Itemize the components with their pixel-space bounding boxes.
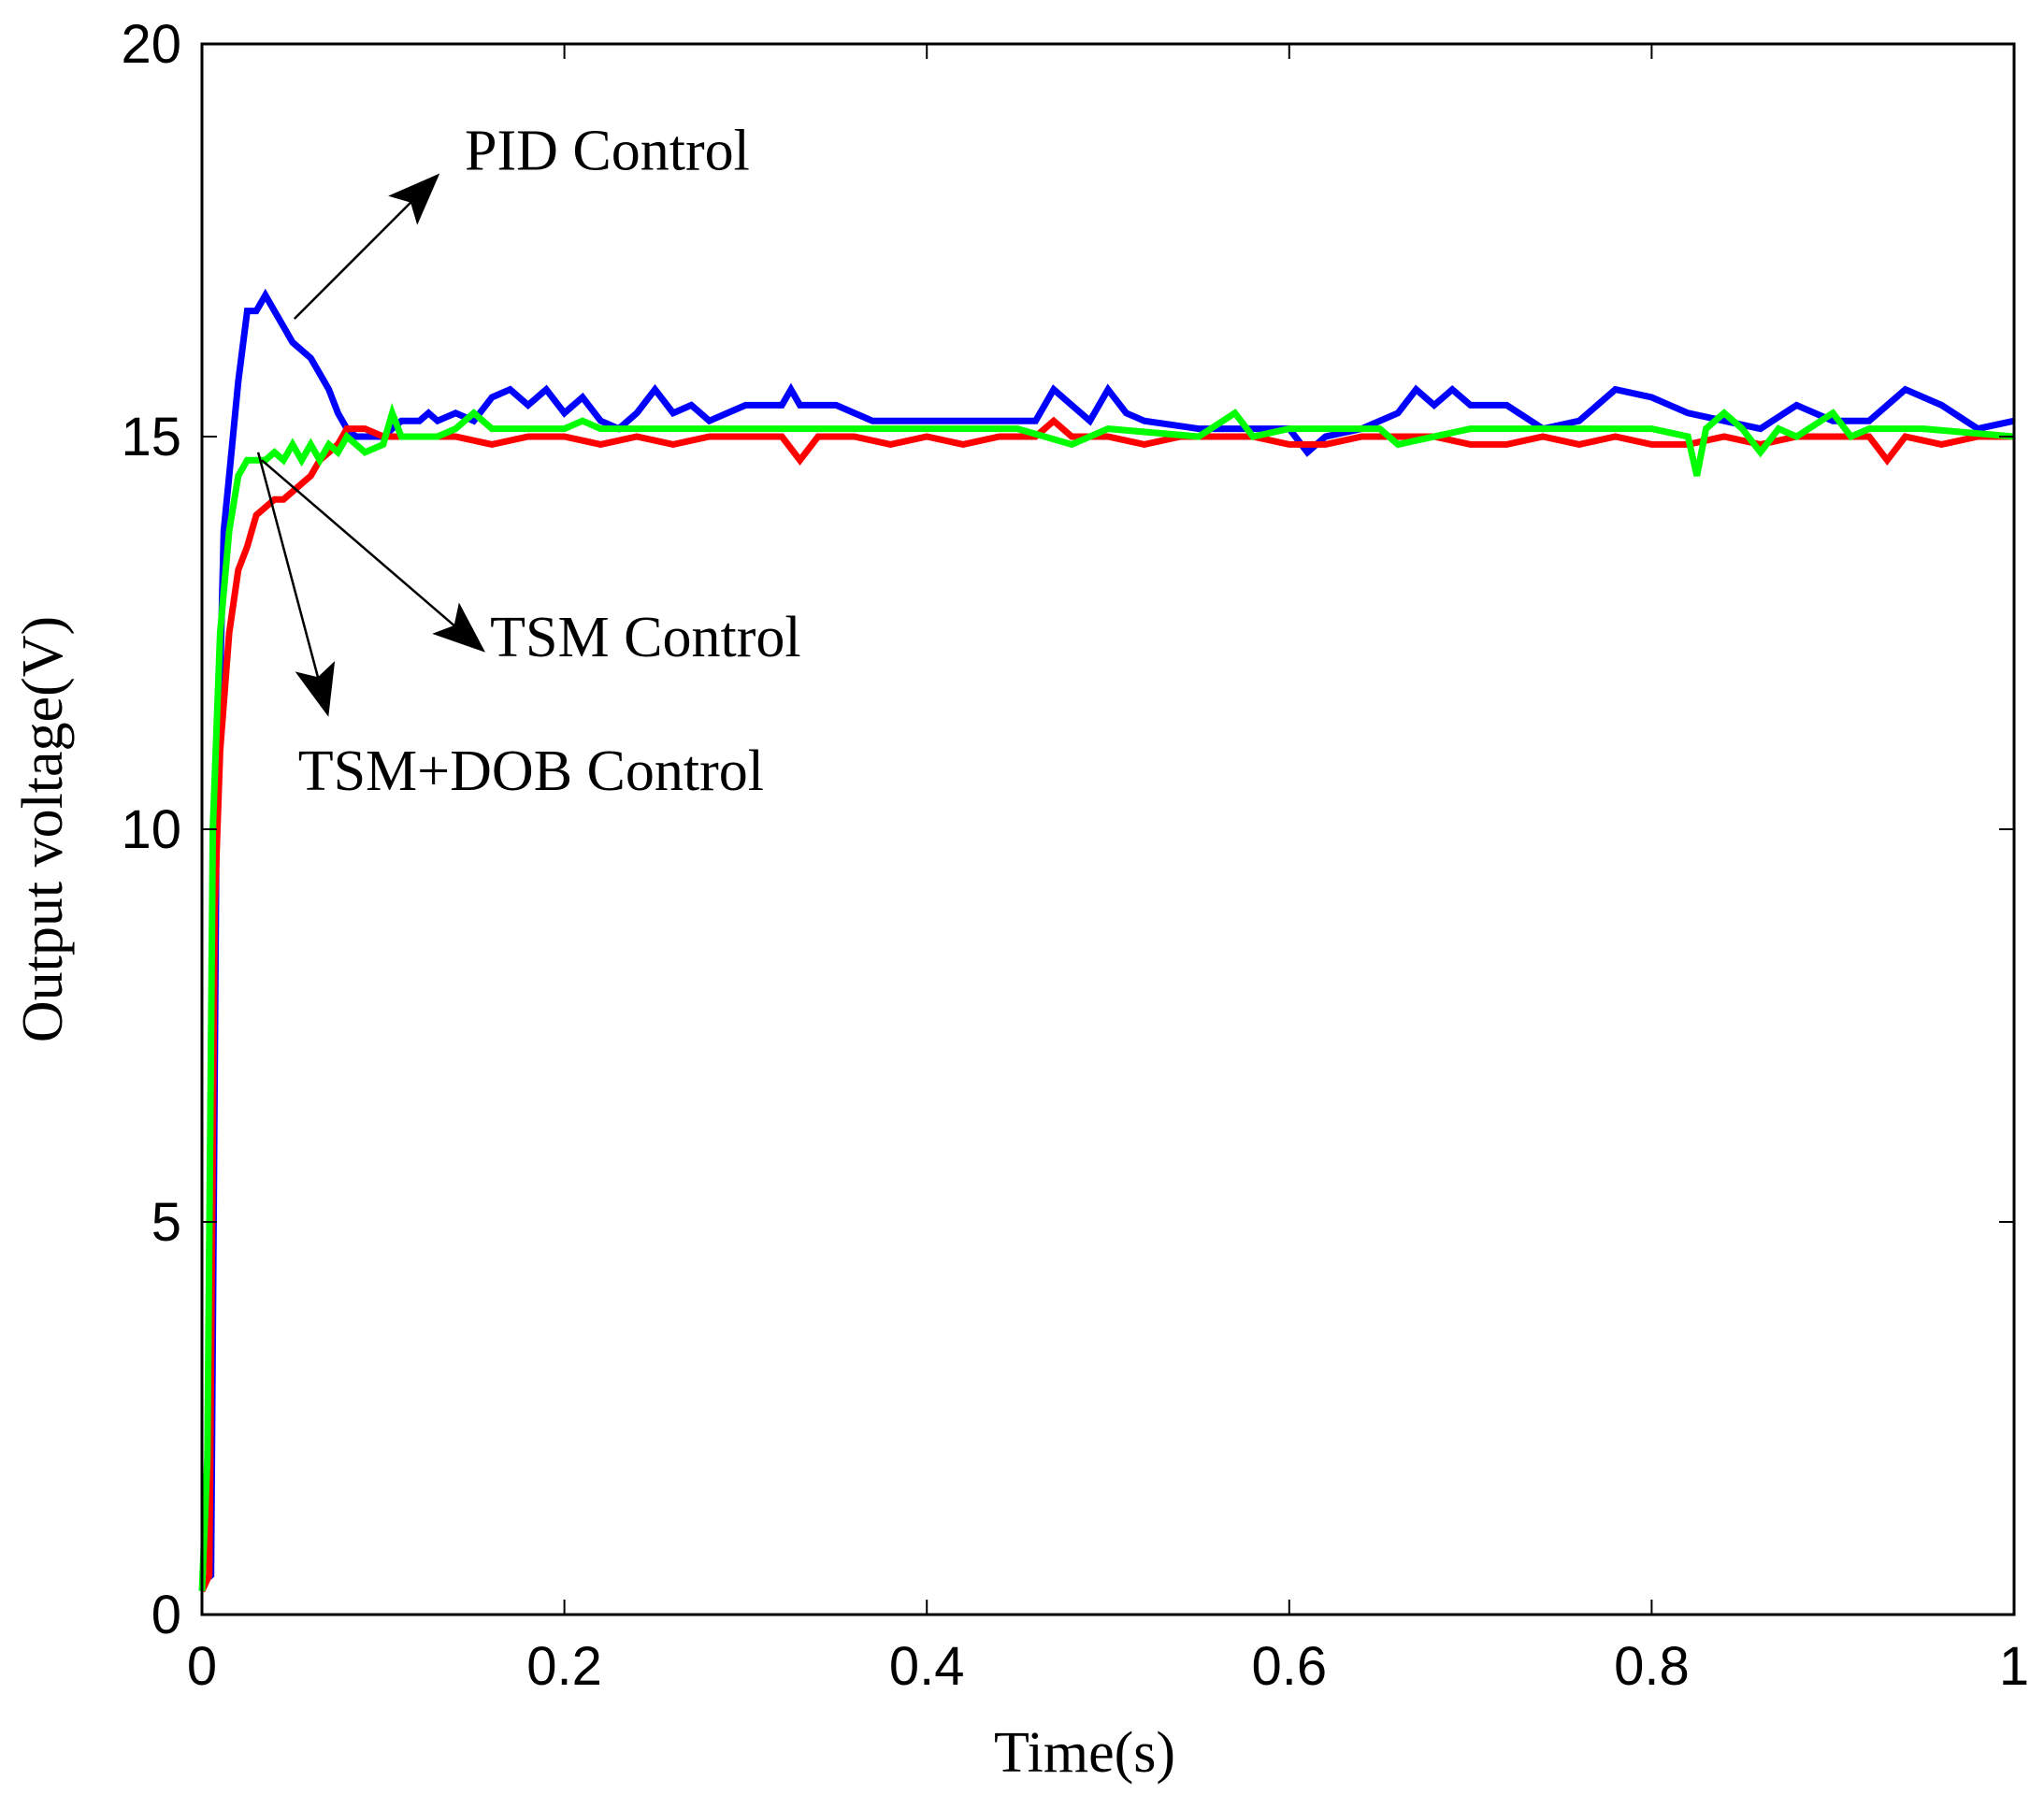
y-tick-label: 10	[121, 799, 181, 860]
x-tick-label: 0.8	[1614, 1636, 1690, 1697]
series-line-tsm-control	[198, 416, 2014, 1593]
annotation-arrow	[293, 173, 440, 320]
y-tick-label: 5	[151, 1192, 181, 1253]
x-tick-label: 0.2	[526, 1636, 602, 1697]
annotation-label: TSM Control	[490, 606, 800, 669]
x-axis-title: Time(s)	[994, 1721, 1175, 1785]
x-tick-label: 1	[1999, 1636, 2029, 1697]
y-tick-label: 20	[121, 14, 181, 75]
y-axis-title: Output voltage(V)	[11, 616, 75, 1042]
annotation-arrow	[256, 452, 336, 717]
annotation-label: PID Control	[465, 119, 750, 182]
y-tick-label: 15	[121, 407, 181, 467]
annotation-label: TSM+DOB Control	[298, 740, 764, 803]
plot-frame	[200, 42, 2016, 1616]
annotation-arrow	[261, 459, 486, 653]
x-tick-label: 0.6	[1251, 1636, 1327, 1697]
y-tick-label: 0	[151, 1585, 181, 1645]
x-tick-label: 0.4	[889, 1636, 965, 1697]
series-line-pid-control	[199, 288, 2015, 1587]
x-tick-label: 0	[187, 1636, 217, 1697]
series-line-tsm-dob-control	[198, 402, 2015, 1591]
